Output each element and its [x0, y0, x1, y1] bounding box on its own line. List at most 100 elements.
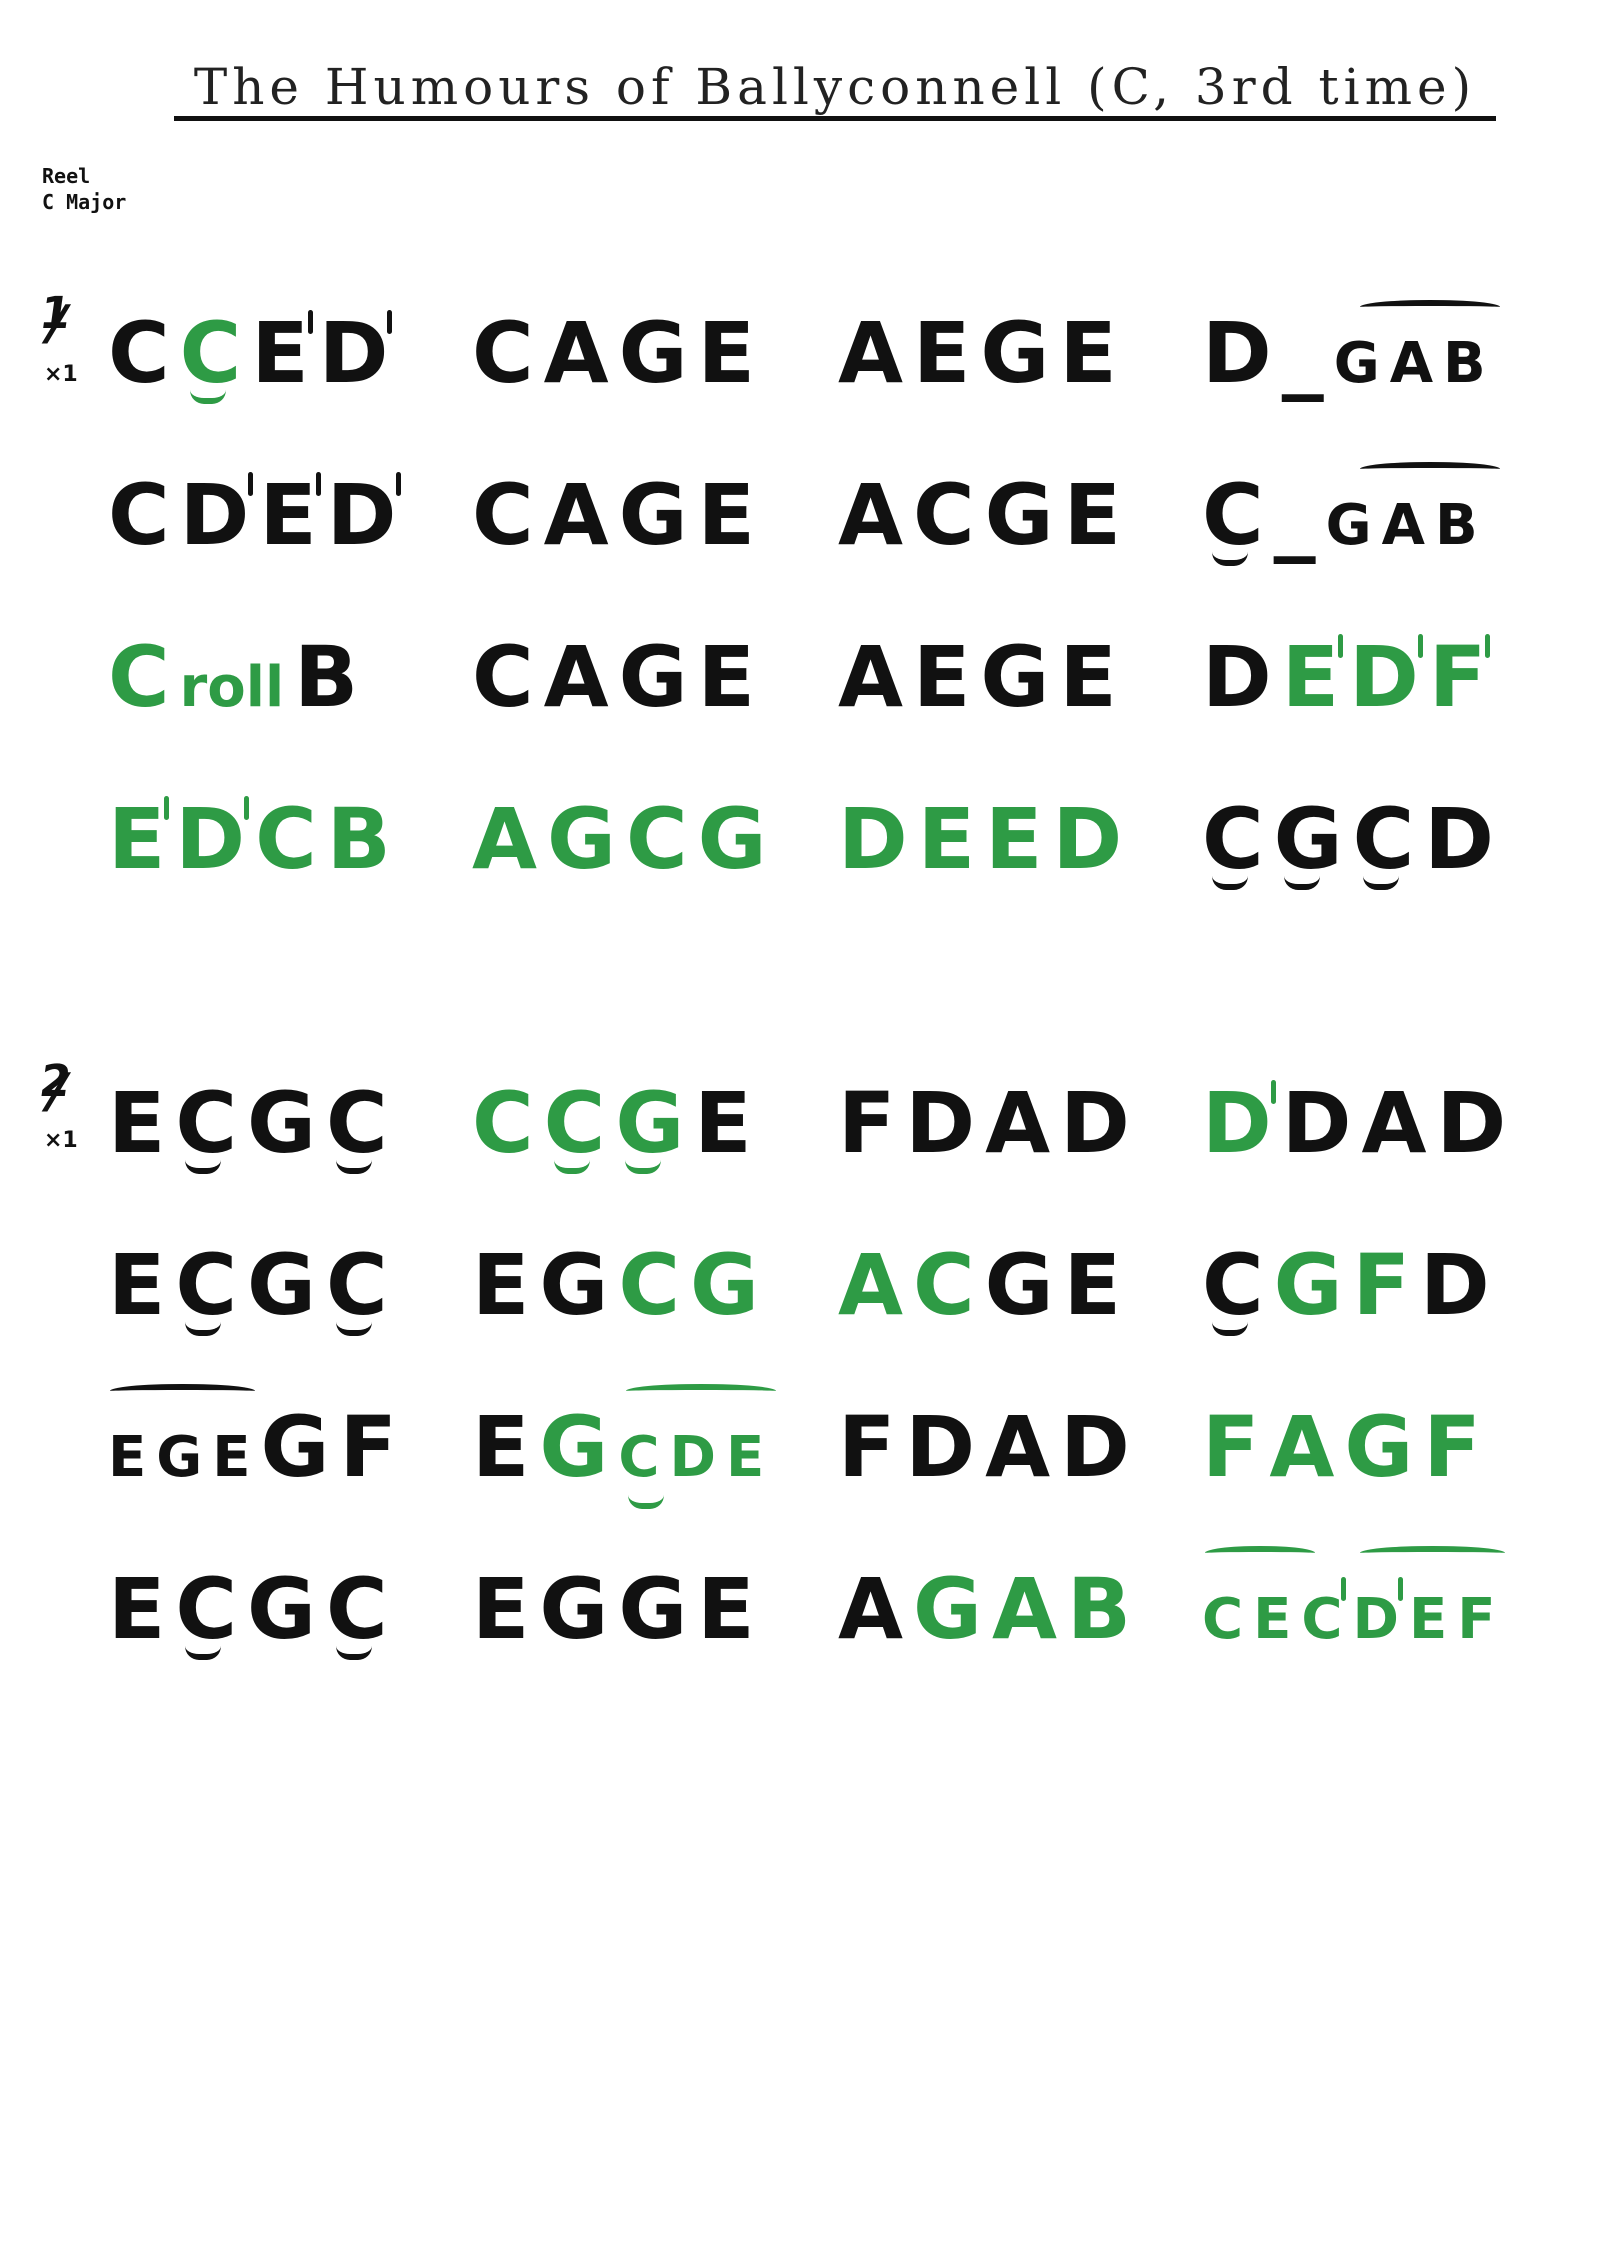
note: D — [180, 460, 254, 570]
title-underline — [174, 116, 1496, 121]
note: A — [985, 1074, 1051, 1172]
note: E — [913, 304, 971, 402]
note: G — [1344, 1398, 1414, 1496]
note: A — [543, 466, 609, 564]
note: G — [615, 1068, 684, 1178]
note: A — [838, 628, 904, 726]
note: A — [838, 466, 904, 564]
note: A — [543, 628, 609, 726]
note: G — [1325, 493, 1372, 558]
note: B — [1066, 1560, 1132, 1658]
note: E — [1059, 304, 1117, 402]
note: E — [259, 460, 322, 570]
note: G — [1274, 784, 1343, 894]
note: G — [1333, 331, 1380, 396]
note: E — [697, 466, 756, 564]
note: A — [472, 790, 538, 888]
note: _ — [1281, 304, 1324, 402]
note: C — [618, 1236, 680, 1334]
note: G — [618, 466, 688, 564]
note: F — [1352, 1236, 1410, 1334]
note: C — [255, 790, 317, 888]
note: D — [1060, 1074, 1130, 1172]
note: D — [905, 1074, 976, 1172]
slur-mark — [1205, 1546, 1315, 1560]
note: E — [1253, 1587, 1292, 1652]
note: D — [1202, 304, 1272, 402]
note: E — [985, 790, 1043, 888]
slur-mark — [1360, 1546, 1505, 1560]
note: E — [108, 1074, 166, 1172]
note: D — [669, 1425, 716, 1490]
note: C — [618, 1403, 665, 1513]
note: D — [175, 784, 249, 894]
note: B — [326, 790, 391, 888]
note: G — [260, 1398, 330, 1496]
note: C — [326, 1554, 388, 1664]
note: G — [984, 1236, 1054, 1334]
note: D — [1060, 1398, 1130, 1496]
note: A — [543, 304, 609, 402]
note: C — [913, 1236, 975, 1334]
note: G — [547, 790, 616, 888]
bar: C _ G A B — [1202, 460, 1502, 570]
note: F — [339, 1398, 397, 1496]
slur-mark — [110, 1384, 255, 1398]
note: C — [1202, 1230, 1264, 1340]
note: E — [917, 790, 976, 888]
note: C — [472, 304, 534, 402]
note: E — [1059, 628, 1117, 726]
note: C — [472, 628, 534, 726]
note: C — [1353, 784, 1414, 894]
note: G — [980, 628, 1050, 726]
note: D — [1349, 622, 1423, 732]
note: G — [618, 304, 688, 402]
note: E — [694, 1074, 752, 1172]
note: C — [472, 466, 534, 564]
note: C — [326, 1230, 388, 1340]
note: A — [838, 1560, 904, 1658]
tune-title: The Humours of Ballyconnell (C, 3rd time… — [193, 58, 1477, 116]
note: G — [156, 1425, 203, 1490]
note: A — [1381, 493, 1425, 558]
note: G — [697, 790, 767, 888]
bar: D _ G A B — [1202, 298, 1502, 408]
note: C — [175, 1554, 237, 1664]
tune-type: Reel — [42, 164, 91, 188]
note: G — [539, 1398, 609, 1496]
note: G — [690, 1236, 759, 1334]
note: G — [984, 466, 1054, 564]
note: _ — [1273, 466, 1316, 564]
note: C — [108, 628, 170, 726]
note: E — [108, 1236, 166, 1334]
note: G — [1273, 1236, 1343, 1334]
note: E — [212, 1425, 251, 1490]
note: E — [697, 304, 756, 402]
note: C — [1202, 784, 1264, 894]
note: C — [472, 1074, 534, 1172]
tune-row: C C E D C A G E A E G E D _ G A B — [0, 298, 1606, 408]
note: A — [838, 1236, 904, 1334]
note: G — [539, 1236, 609, 1334]
note: E — [697, 1560, 755, 1658]
